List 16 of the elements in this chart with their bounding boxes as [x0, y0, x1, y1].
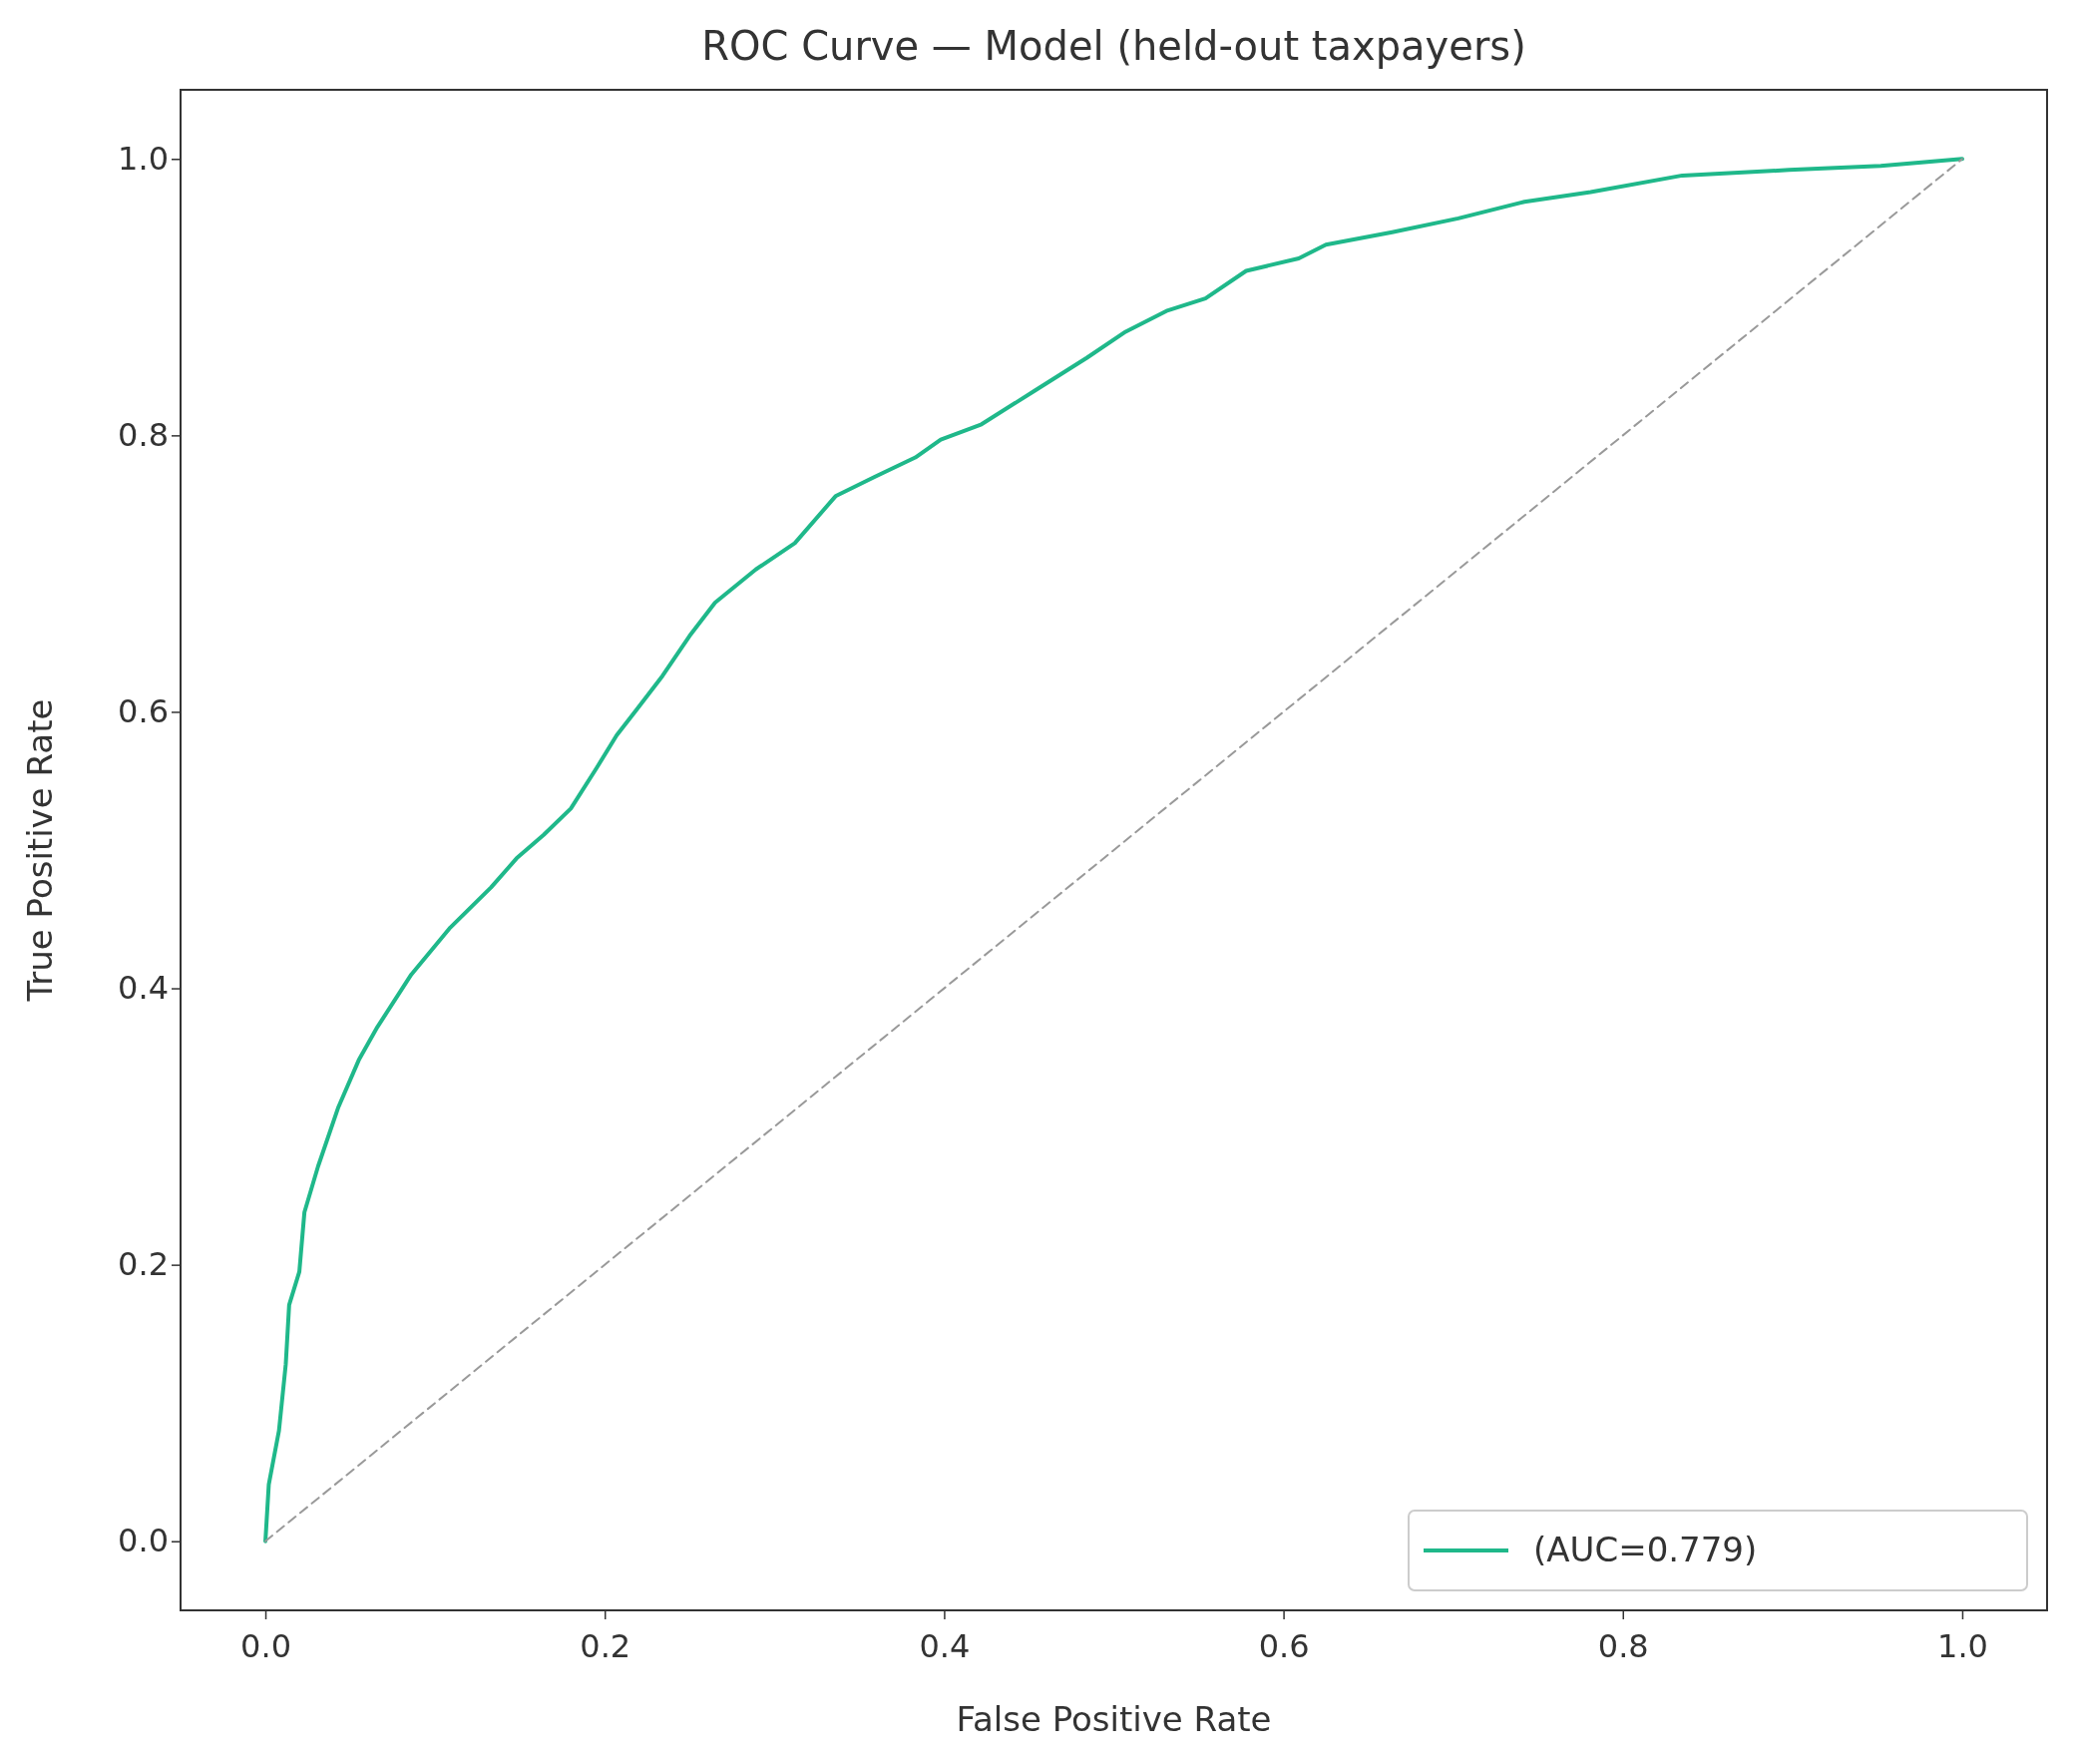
y-tick-label: 0.2: [118, 1245, 169, 1284]
x-tick-label: 1.0: [1937, 1627, 1988, 1666]
x-tick-label: 0.6: [1258, 1627, 1310, 1666]
y-tick-label: 0.0: [118, 1522, 169, 1560]
x-axis-title: False Positive Rate: [956, 1699, 1272, 1739]
x-tick-label: 0.8: [1597, 1627, 1649, 1666]
y-tick-label: 1.0: [118, 140, 169, 179]
x-tick-label: 0.2: [580, 1627, 631, 1666]
y-tick-label: 0.8: [118, 416, 169, 455]
x-tick-label: 0.4: [919, 1627, 971, 1666]
y-tick-label: 0.6: [118, 692, 169, 731]
legend-label: (AUC=0.779): [1533, 1530, 1758, 1569]
chart-title: ROC Curve — Model (held-out taxpayers): [701, 23, 1526, 69]
x-tick-label: 0.0: [240, 1627, 291, 1666]
y-axis-title: True Positive Rate: [20, 698, 60, 1003]
y-tick-label: 0.4: [118, 969, 169, 1008]
